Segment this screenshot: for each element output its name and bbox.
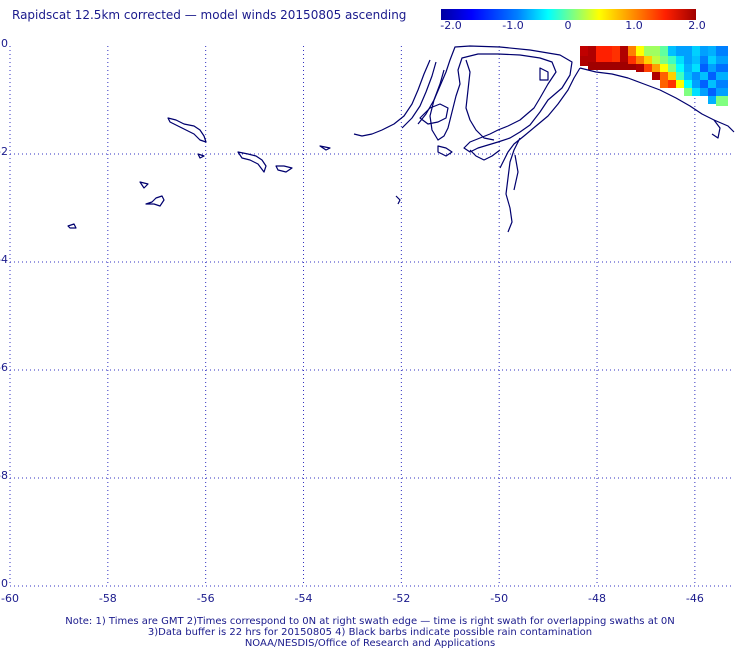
- x-tick-label: -48: [588, 592, 606, 605]
- colorbar-tick-label: -1.0: [502, 19, 524, 32]
- y-tick-label: -6: [0, 361, 8, 374]
- x-tick-label: -58: [99, 592, 117, 605]
- x-tick-label: -50: [490, 592, 508, 605]
- x-tick-label: -52: [392, 592, 410, 605]
- wind-swath: [580, 46, 728, 106]
- grid-lines: [9, 46, 734, 587]
- y-tick-label: -10: [0, 577, 8, 590]
- note-line-2: 3)Data buffer is 22 hrs for 20150805 4) …: [147, 627, 593, 638]
- y-tick-label: -4: [0, 253, 8, 266]
- y-tick-label: 0: [1, 37, 8, 50]
- colorbar-tick-label: 1.0: [625, 19, 643, 32]
- y-tick-label: -8: [0, 469, 8, 482]
- x-tick-label: -60: [1, 592, 19, 605]
- x-tick-label: -46: [686, 592, 704, 605]
- x-tick-label: -54: [295, 592, 313, 605]
- note-line-1: Note: 1) Times are GMT 2)Times correspon…: [65, 616, 675, 627]
- colorbar-tick-label: 0: [564, 19, 572, 32]
- colorbar-tick-label: -2.0: [440, 19, 462, 32]
- note-line-3: NOAA/NESDIS/Office of Research and Appli…: [244, 638, 496, 649]
- coastline: [67, 45, 735, 233]
- y-tick-label: -2: [0, 145, 8, 158]
- x-tick-label: -56: [197, 592, 215, 605]
- map-title: Rapidscat 12.5km corrected — model winds…: [12, 8, 407, 22]
- colorbar-tick-label: 2.0: [688, 19, 706, 32]
- colorbar: [441, 9, 696, 20]
